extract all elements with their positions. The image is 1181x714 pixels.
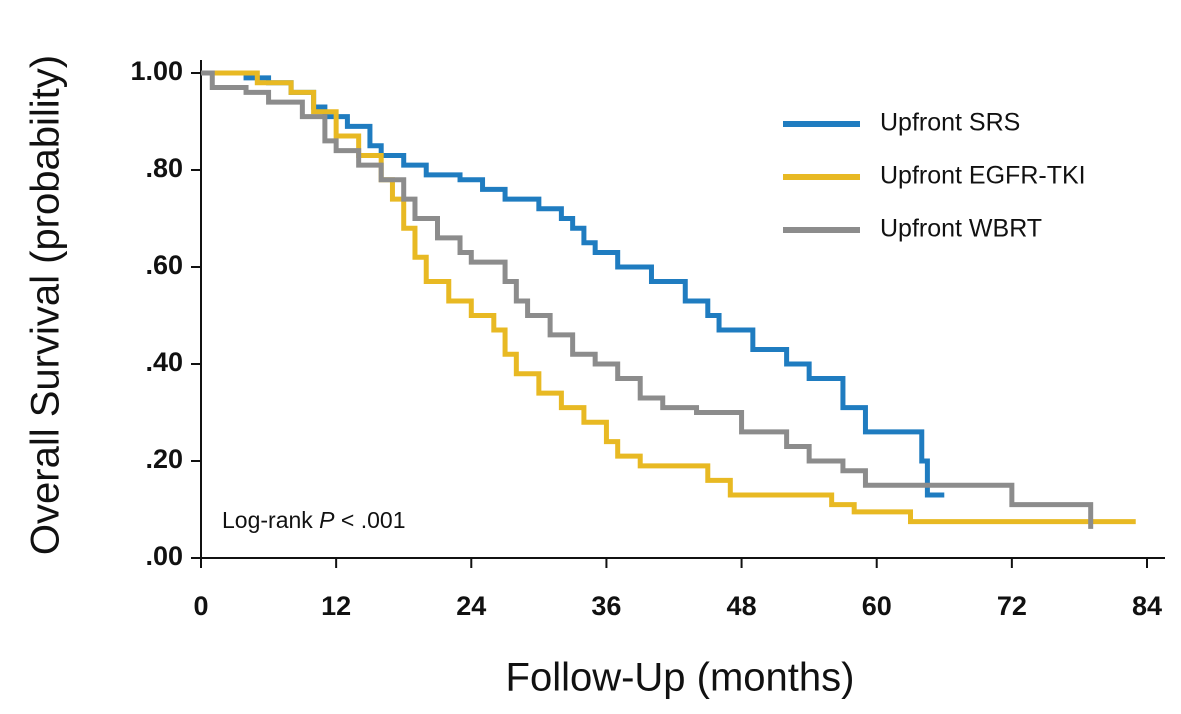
y-axis-label: Overall Survival (probability): [24, 55, 68, 555]
y-tick-label: .80: [145, 153, 183, 183]
x-tick-label: 84: [1132, 591, 1162, 621]
x-axis-label: Follow-Up (months): [506, 656, 855, 700]
legend-label: Upfront EGFR-TKI: [880, 162, 1086, 190]
x-tick-label: 36: [591, 591, 621, 621]
x-tick-label: 0: [193, 591, 208, 621]
y-tick-label: .00: [145, 541, 183, 571]
legend-label: Upfront SRS: [880, 109, 1020, 137]
x-tick-label: 24: [456, 591, 486, 621]
y-tick-label: 1.00: [130, 56, 183, 86]
x-tick-label: 72: [997, 591, 1027, 621]
x-tick-label: 12: [321, 591, 351, 621]
x-tick-label: 60: [862, 591, 892, 621]
legend-label: Upfront WBRT: [880, 215, 1042, 243]
x-tick-label: 48: [727, 591, 757, 621]
annotation-text: < .001: [335, 507, 406, 533]
y-tick-label: .40: [145, 347, 183, 377]
annotation-text: P: [319, 507, 335, 533]
survival-curve: [201, 70, 945, 498]
survival-curve: [201, 70, 1094, 529]
annotation: Log-rank P < .001: [222, 507, 406, 533]
survival-curve: [201, 70, 1136, 525]
annotation-text: Log-rank: [222, 507, 319, 533]
y-tick-label: .60: [145, 250, 183, 280]
y-tick-label: .20: [145, 444, 183, 474]
